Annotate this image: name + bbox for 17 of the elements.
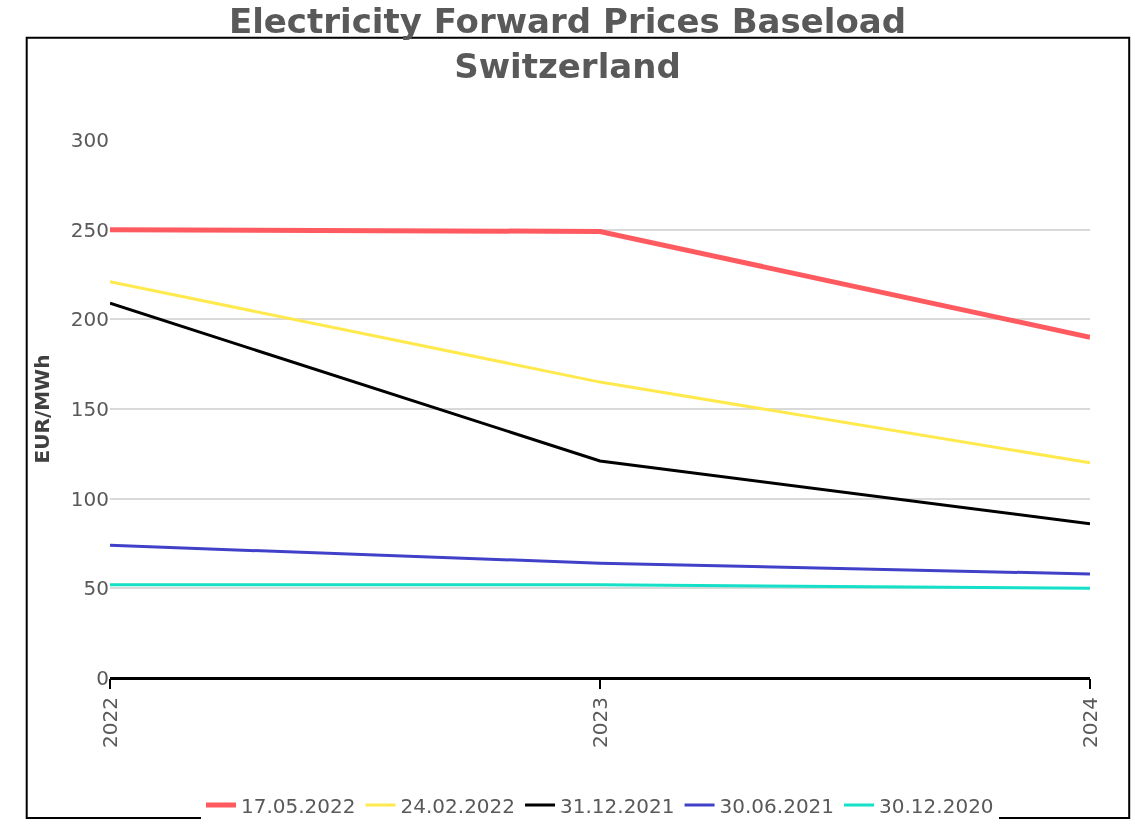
- y-tick-label: 0: [96, 666, 109, 690]
- y-tick-label: 200: [70, 307, 109, 332]
- legend-label: 31.12.2021: [560, 793, 675, 818]
- x-tick-label: 2024: [1077, 697, 1102, 748]
- y-axis-title: EUR/MWh: [30, 354, 55, 464]
- y-tick-label: 300: [70, 128, 109, 152]
- y-tick-label: 100: [70, 486, 109, 511]
- legend-label: 17.05.2022: [241, 793, 356, 818]
- x-tick-label: 2023: [587, 697, 612, 748]
- legend-label: 30.12.2020: [879, 793, 994, 818]
- y-tick-label: 50: [83, 576, 109, 601]
- legend-label: 30.06.2021: [719, 793, 835, 818]
- y-tick-label: 250: [70, 217, 109, 242]
- legend-label: 24.02.2022: [400, 793, 516, 818]
- chart-title: Electricity Forward Prices Baseload Switzerland: [228, 1, 907, 86]
- y-tick-label: 150: [70, 397, 109, 421]
- x-tick-label: 2022: [97, 697, 122, 748]
